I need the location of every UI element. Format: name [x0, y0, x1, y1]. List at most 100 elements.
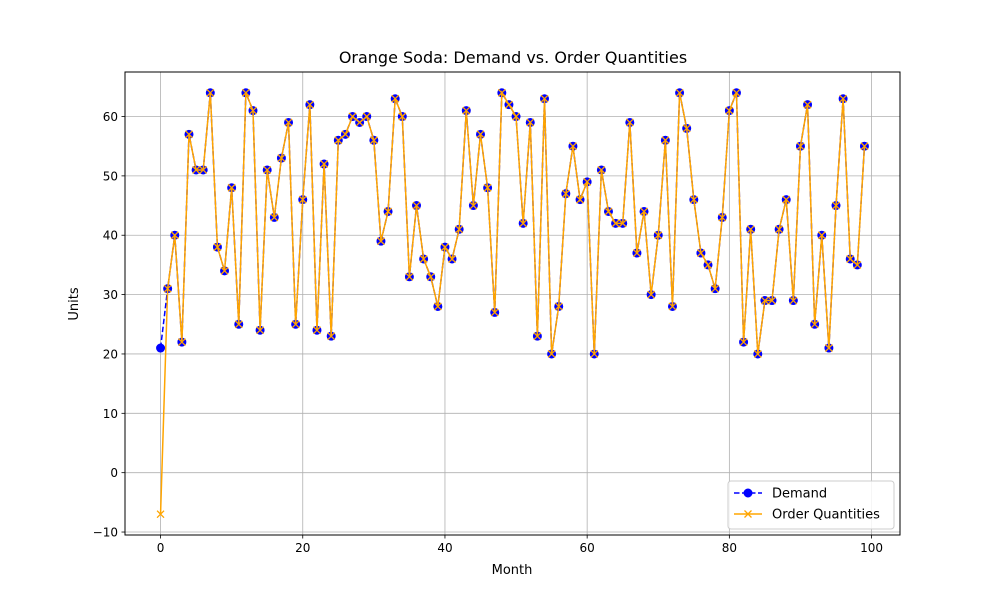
data-point-order-quantities — [348, 112, 357, 121]
data-point-order-quantities — [362, 112, 371, 121]
data-point-order-quantities — [526, 118, 535, 127]
data-point-order-quantities — [568, 142, 577, 151]
data-point-order-quantities — [291, 320, 300, 329]
legend-box — [727, 480, 895, 530]
data-point-order-quantities — [249, 106, 257, 115]
data-point-order-quantities — [768, 296, 776, 305]
data-point-order-quantities — [647, 290, 656, 299]
data-point-order-quantities — [661, 136, 670, 145]
data-point-order-quantities — [533, 332, 542, 341]
data-point-order-quantities — [234, 320, 243, 329]
data-point-order-quantities — [846, 255, 855, 263]
data-point-order-quantities — [490, 308, 499, 317]
data-point-order-quantities — [440, 243, 449, 252]
data-point-order-quantities — [746, 225, 755, 234]
data-point-order-quantities — [341, 130, 350, 139]
data-point-order-quantities — [355, 118, 364, 127]
data-point-order-quantities — [625, 118, 634, 127]
data-point-order-quantities — [284, 118, 293, 127]
data-point-order-quantities — [369, 136, 378, 145]
data-point-order-quantities — [298, 195, 307, 204]
x-tick-label: 20 — [295, 541, 310, 555]
series-layer — [156, 88, 869, 519]
data-point-order-quantities — [696, 249, 705, 258]
x-tick-label: 0 — [157, 541, 165, 555]
data-point-order-quantities — [455, 225, 464, 234]
y-tick-label: 0 — [110, 466, 118, 480]
data-point-order-quantities — [704, 260, 712, 269]
data-point-order-quantities — [775, 225, 784, 234]
data-point-order-quantities — [711, 284, 720, 293]
data-point-order-quantities — [654, 231, 663, 240]
y-tick-label: −10 — [93, 526, 118, 540]
data-point-order-quantities — [177, 338, 186, 347]
data-point-order-quantities — [163, 284, 172, 293]
data-point-order-quantities — [192, 165, 201, 174]
data-point-order-quantities — [618, 219, 627, 228]
legend-marker-order-quantities — [744, 510, 752, 518]
data-point-order-quantities — [853, 260, 862, 269]
data-point-order-quantities — [313, 326, 321, 335]
data-point-order-quantities — [732, 88, 741, 97]
data-point-order-quantities — [213, 243, 222, 252]
data-point-order-quantities — [682, 124, 691, 133]
data-point-order-quantities — [810, 320, 819, 329]
ticks: 0 20 40 60 80 100 −10 0 10 20 30 40 50 60 — [93, 110, 883, 555]
data-point-order-quantities — [476, 130, 485, 139]
data-point-order-quantities — [199, 165, 208, 174]
data-point-order-quantities — [185, 130, 193, 139]
data-point-order-quantities — [689, 195, 698, 204]
data-point-order-quantities — [832, 201, 840, 210]
data-point-order-quantities — [860, 142, 869, 151]
data-point-order-quantities — [327, 332, 336, 341]
data-point-order-quantities — [839, 94, 848, 103]
data-point-order-quantities — [156, 510, 165, 519]
data-point-order-quantities — [512, 112, 521, 121]
data-point-order-quantities — [640, 207, 648, 216]
y-tick-label: 10 — [103, 407, 118, 421]
data-point-order-quantities — [796, 142, 805, 151]
data-point-order-quantities — [384, 207, 393, 216]
y-axis-label: Units — [67, 287, 82, 320]
data-point-order-quantities — [540, 94, 549, 103]
x-tick-label: 80 — [722, 541, 737, 555]
data-point-order-quantities — [554, 302, 563, 311]
y-tick-label: 60 — [103, 110, 118, 124]
data-point-order-quantities — [597, 165, 606, 174]
x-axis-label: Month — [492, 563, 533, 578]
data-point-order-quantities — [760, 296, 769, 305]
data-point-order-quantities — [561, 189, 570, 198]
data-point-demand — [156, 343, 166, 353]
data-point-order-quantities — [817, 231, 826, 240]
data-point-order-quantities — [497, 88, 506, 97]
data-point-order-quantities — [305, 100, 314, 109]
data-point-order-quantities — [263, 165, 272, 174]
legend: Demand Order Quantities — [727, 480, 895, 530]
y-tick-label: 50 — [103, 169, 118, 183]
data-point-order-quantities — [462, 106, 471, 115]
data-point-order-quantities — [220, 266, 229, 275]
data-point-order-quantities — [725, 106, 734, 115]
data-point-order-quantities — [604, 207, 613, 216]
x-tick-label: 100 — [860, 541, 883, 555]
data-point-order-quantities — [426, 272, 435, 281]
x-tick-label: 40 — [437, 541, 452, 555]
data-point-order-quantities — [419, 255, 428, 263]
y-tick-label: 40 — [103, 229, 118, 243]
data-point-order-quantities — [547, 349, 556, 358]
data-point-order-quantities — [448, 255, 457, 263]
data-point-order-quantities — [739, 338, 748, 347]
data-point-order-quantities — [270, 213, 279, 222]
data-point-order-quantities — [469, 201, 478, 210]
data-point-order-quantities — [668, 302, 677, 311]
y-tick-label: 30 — [103, 288, 118, 302]
x-tick-label: 60 — [580, 541, 595, 555]
data-point-order-quantities — [590, 349, 599, 358]
data-point-order-quantities — [576, 195, 585, 204]
data-point-order-quantities — [504, 100, 513, 109]
data-point-order-quantities — [405, 272, 414, 281]
data-point-order-quantities — [241, 88, 250, 97]
data-point-order-quantities — [320, 160, 329, 168]
data-point-order-quantities — [782, 195, 791, 204]
